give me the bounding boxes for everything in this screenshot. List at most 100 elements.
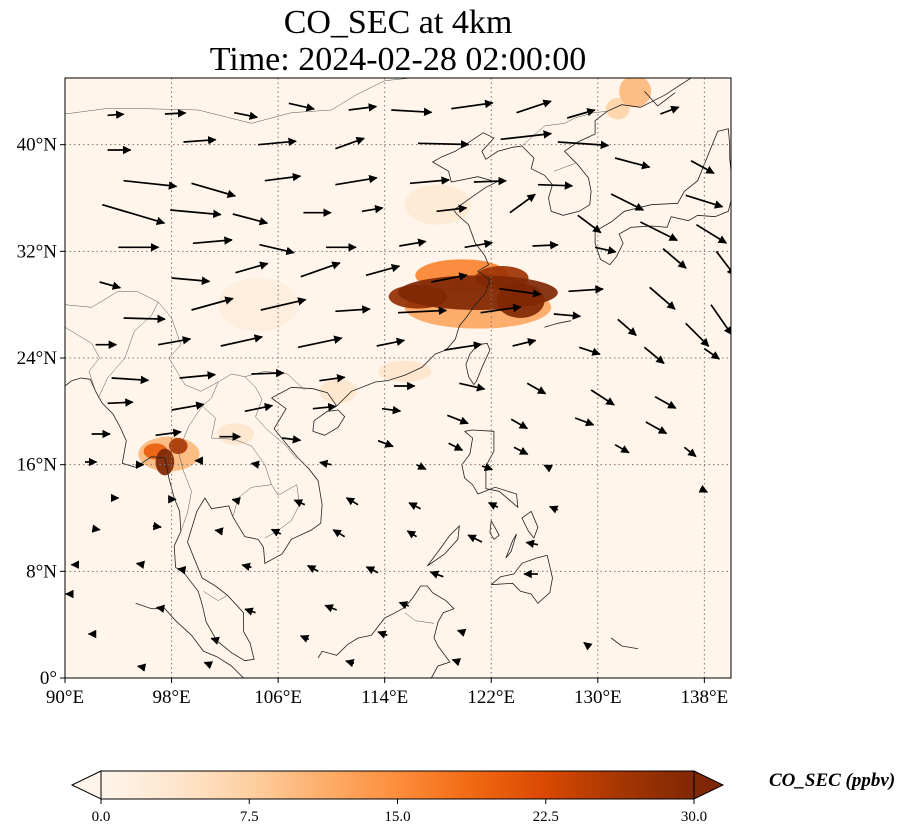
wind-arrow [170, 209, 222, 219]
colorbar-extend-low [70, 770, 102, 800]
wind-arrow [171, 276, 211, 285]
lon-tick-label: 90°E [46, 687, 84, 708]
wind-arrow [297, 335, 343, 349]
wind-arrow [614, 157, 651, 170]
wind-arrow [220, 334, 264, 347]
graticule [65, 78, 731, 678]
lat-tick-label: 8°N [26, 561, 57, 582]
wind-arrow [417, 140, 470, 149]
co-hotspot [378, 360, 432, 383]
wind-arrow [690, 159, 715, 175]
wind-arrow [107, 398, 134, 407]
wind-arrow [481, 463, 494, 472]
wind-arrow [183, 136, 217, 145]
wind-arrow [409, 176, 450, 185]
wind-arrow [306, 564, 319, 574]
co-hotspot [155, 448, 175, 476]
wind-arrow [376, 337, 406, 347]
wind-arrow [662, 248, 687, 269]
lon-tick-label: 130°E [574, 687, 622, 708]
wind-arrow [645, 421, 668, 435]
lon-tick-label: 98°E [152, 687, 190, 708]
country-borders [65, 78, 608, 624]
wind-arrow [319, 459, 332, 469]
wind-arrow [510, 418, 529, 430]
wind-arrow [250, 460, 260, 469]
wind-arrow [695, 223, 728, 244]
wind-arrow [451, 658, 462, 667]
wind-arrow [361, 204, 384, 214]
coastline [610, 637, 638, 650]
wind-arrow [123, 179, 178, 190]
wind-arrow [111, 375, 150, 385]
wind-arrow [335, 174, 378, 186]
wind-vectors [65, 99, 731, 672]
wind-arrow [549, 505, 559, 514]
lon-tick-label: 114°E [361, 687, 408, 708]
wind-arrow [617, 318, 637, 337]
co-hotspot [404, 184, 472, 225]
wind-arrow [406, 530, 418, 539]
wind-arrow [574, 417, 595, 427]
wind-arrow [234, 111, 259, 120]
wind-arrow [293, 499, 306, 508]
wind-arrow [703, 348, 720, 360]
wind-arrow [456, 628, 467, 637]
wind-arrow [660, 105, 680, 115]
wind-arrow [136, 663, 147, 672]
lat-tick-label: 24°N [17, 348, 58, 369]
colorbar-gradient [100, 770, 695, 800]
colorbar: 0.0 7.5 15.0 22.5 30.0 [70, 770, 725, 825]
country-border [404, 612, 435, 624]
wind-arrow [429, 570, 444, 579]
wind-arrow [577, 214, 602, 234]
country-border [201, 381, 300, 539]
coastline [544, 320, 572, 328]
colorbar-tick-label: 15.0 [384, 809, 410, 825]
wind-arrow [102, 203, 166, 226]
wind-arrow [590, 389, 615, 406]
map-title: CO_SEC at 4km [283, 4, 513, 41]
wind-arrow [335, 136, 365, 150]
wind-arrow [365, 566, 379, 575]
coastline [594, 128, 731, 266]
wind-arrow [532, 240, 559, 250]
wind-arrow [537, 181, 574, 190]
wind-arrow [500, 130, 553, 141]
colorbar-label: CO_SEC (ppbv) [769, 770, 896, 791]
wind-arrow [203, 661, 214, 670]
wind-arrow [698, 484, 709, 493]
coastline [461, 429, 519, 509]
wind-arrow [377, 630, 388, 639]
wind-arrow [610, 193, 645, 211]
lat-tick-label: 16°N [17, 455, 58, 476]
wind-arrow [179, 371, 217, 380]
wind-arrow [654, 395, 677, 409]
wind-arrow [399, 238, 427, 247]
lon-tick-label: 106°E [254, 687, 302, 708]
coastline [317, 585, 455, 678]
wind-arrow [408, 502, 421, 511]
lat-tick-label: 32°N [17, 241, 58, 262]
co-hotspot [605, 98, 630, 120]
coastline [312, 409, 346, 436]
co-concentration-field [138, 78, 652, 476]
wind-arrow [91, 524, 101, 533]
wind-arrow [444, 341, 483, 351]
wind-arrow [459, 382, 486, 392]
co-hotspot [216, 423, 255, 445]
axis-ticks: 90°E 98°E 106°E 114°E 122°E 130°E 138°E 0° 8°N 16… [17, 135, 729, 708]
wind-arrow [487, 501, 499, 510]
wind-arrow [192, 236, 233, 245]
wind-arrow [345, 659, 355, 668]
wind-arrow [398, 601, 410, 610]
wind-arrow [324, 604, 338, 613]
wind-arrow [231, 496, 241, 506]
wind-arrow [300, 261, 341, 278]
lat-tick-label: 40°N [17, 135, 58, 156]
country-border [232, 484, 272, 517]
wind-arrow [244, 402, 274, 413]
wind-arrow [232, 213, 269, 226]
wind-arrow [683, 446, 697, 458]
